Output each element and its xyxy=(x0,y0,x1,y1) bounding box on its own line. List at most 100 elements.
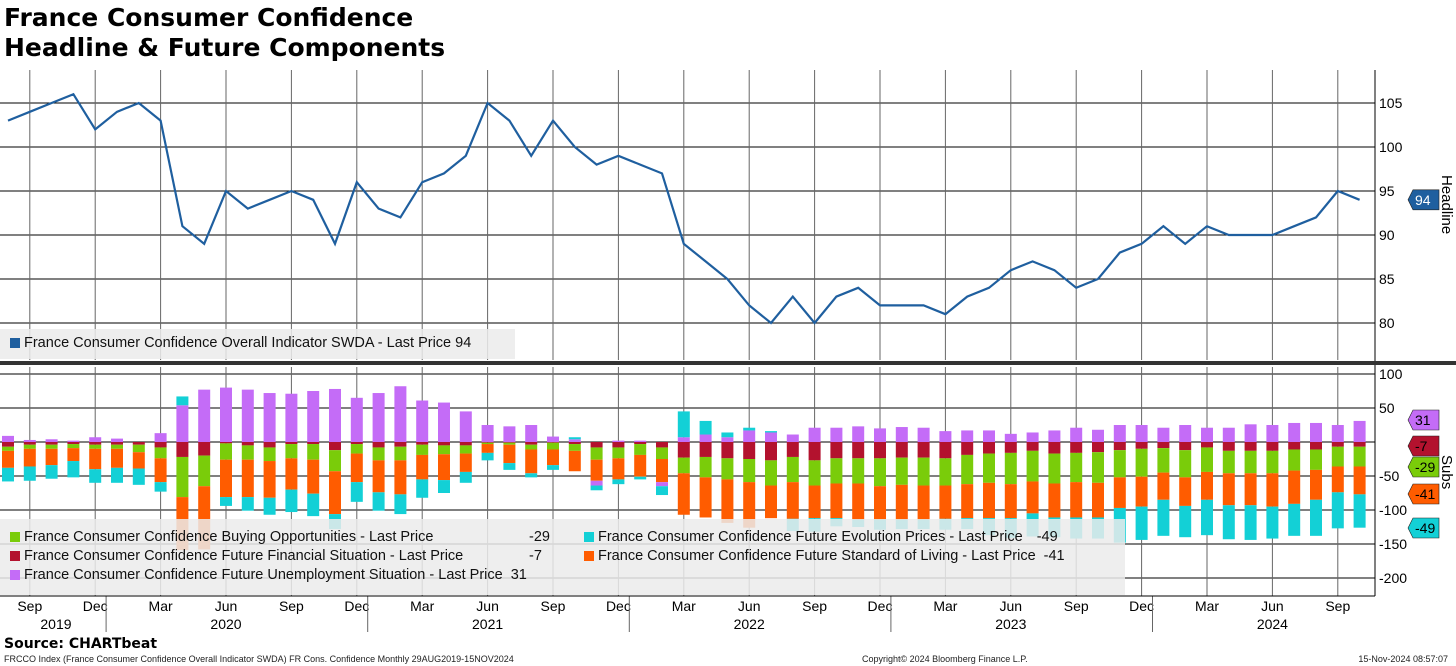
bar-unemployment xyxy=(1353,420,1366,442)
bar-unemployment xyxy=(874,428,886,442)
headline-y-tick: 105 xyxy=(1379,95,1403,111)
bar-unemployment xyxy=(220,387,232,442)
legend-swatch-living xyxy=(584,551,594,561)
bar-prices xyxy=(1353,494,1366,528)
bar-prices xyxy=(220,497,232,506)
bar-buying xyxy=(1222,450,1235,474)
bar-living xyxy=(874,486,886,520)
bar-living xyxy=(1070,482,1083,518)
legend-label-living: France Consumer Confidence Future Standa… xyxy=(598,548,1036,564)
bar-unemployment xyxy=(45,439,58,442)
bar-buying xyxy=(1026,450,1039,482)
bar-living xyxy=(438,454,450,481)
bar-living xyxy=(1157,472,1170,500)
bar-prices xyxy=(568,437,581,440)
bar-unemployment xyxy=(111,438,123,442)
bar-buying xyxy=(895,457,908,485)
bar-buying xyxy=(1004,452,1017,485)
bar-prices xyxy=(1135,506,1148,540)
bar-financial xyxy=(765,442,777,461)
bar-buying xyxy=(1244,450,1257,474)
bar-unemployment xyxy=(481,425,494,442)
bar-financial xyxy=(961,442,974,455)
legend-value-prices: -49 xyxy=(1036,529,1058,545)
bar-financial xyxy=(634,442,647,445)
x-tick-month: Mar xyxy=(933,598,957,614)
bar-prices xyxy=(263,497,276,515)
bar-unemployment xyxy=(329,388,341,442)
bar-unemployment xyxy=(1113,425,1126,442)
bar-financial xyxy=(67,442,80,445)
bar-unemployment xyxy=(547,436,559,442)
bar-prices xyxy=(1201,499,1213,536)
bar-buying xyxy=(743,459,756,483)
bar-prices xyxy=(132,468,145,485)
bar-financial xyxy=(1353,442,1366,447)
bar-buying xyxy=(154,447,167,459)
bar-unemployment xyxy=(438,402,450,442)
bar-buying xyxy=(525,444,538,450)
bar-unemployment xyxy=(1244,424,1257,442)
subs-axis-title: Subs xyxy=(1438,455,1455,489)
bar-unemployment xyxy=(459,411,472,442)
bar-financial xyxy=(1310,442,1322,450)
bar-buying xyxy=(263,447,276,462)
subs-y-tick: -150 xyxy=(1379,536,1407,552)
bar-living xyxy=(677,473,690,515)
bar-buying xyxy=(1135,448,1148,477)
bar-unemployment xyxy=(285,393,298,442)
bar-financial xyxy=(1092,442,1104,453)
bar-living xyxy=(612,458,625,480)
subs-living-tag xyxy=(1407,483,1440,505)
x-tick-month: Mar xyxy=(410,598,434,614)
headline-series-line xyxy=(7,92,1361,325)
bar-financial xyxy=(263,442,276,448)
bar-buying xyxy=(132,444,145,453)
bar-unemployment xyxy=(372,393,385,442)
bar-buying xyxy=(241,445,254,460)
bar-financial xyxy=(89,442,102,445)
x-tick-month: Mar xyxy=(149,598,173,614)
bar-financial xyxy=(1244,442,1257,451)
bar-living xyxy=(547,449,559,466)
bar-unemployment xyxy=(307,391,320,442)
bar-financial xyxy=(983,442,995,454)
bar-living xyxy=(89,448,102,470)
bar-buying xyxy=(198,455,211,487)
bar-living xyxy=(1135,476,1148,507)
bar-unemployment xyxy=(2,435,14,442)
bar-prices xyxy=(307,493,320,517)
bar-buying xyxy=(438,445,450,455)
bar-unemployment xyxy=(1026,432,1039,442)
bar-prices xyxy=(459,471,472,483)
bar-financial xyxy=(1266,442,1279,451)
bar-unemployment xyxy=(983,430,995,442)
bar-buying xyxy=(1310,449,1322,470)
bar-unemployment xyxy=(525,425,538,442)
bar-prices xyxy=(350,482,363,502)
bar-buying xyxy=(416,444,429,455)
bar-prices xyxy=(176,396,189,406)
subs-prices-tag xyxy=(1407,517,1440,539)
bar-financial xyxy=(2,442,14,447)
bar-buying xyxy=(220,443,232,460)
bar-living xyxy=(329,471,341,515)
bar-living xyxy=(503,444,516,464)
bar-buying xyxy=(808,460,821,486)
bar-financial xyxy=(1048,442,1061,454)
bar-financial xyxy=(1113,442,1126,451)
bar-prices xyxy=(285,489,298,513)
bar-buying xyxy=(503,442,516,445)
bar-buying xyxy=(983,453,995,483)
legend-label-financial: France Consumer Confidence Future Financ… xyxy=(24,548,464,564)
x-tick-month: Sep xyxy=(1064,598,1089,614)
bar-financial xyxy=(154,442,167,448)
bar-financial xyxy=(1179,442,1192,451)
bar-buying xyxy=(67,444,80,449)
bar-buying xyxy=(634,444,647,455)
legend-label-prices: France Consumer Confidence Future Evolut… xyxy=(598,529,1023,545)
x-tick-month: Mar xyxy=(1195,598,1219,614)
bar-unemployment xyxy=(939,431,952,442)
bar-unemployment xyxy=(1331,425,1344,442)
